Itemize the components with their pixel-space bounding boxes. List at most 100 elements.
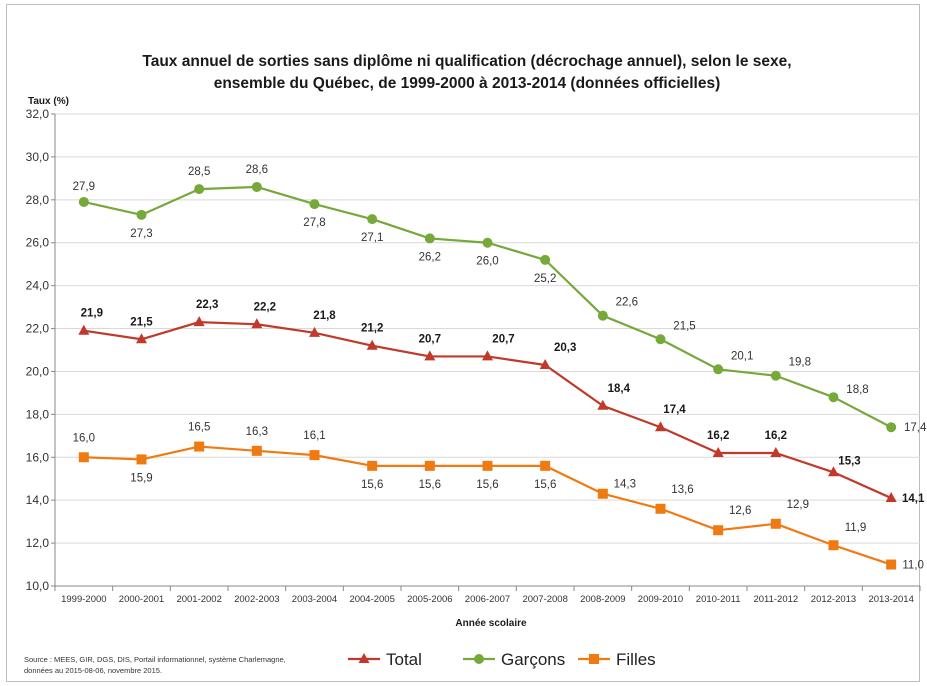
x-tick-label: 2011-2012: [753, 594, 798, 605]
y-tick-label: 16,0: [26, 450, 50, 464]
data-point-garons: [886, 422, 897, 433]
y-tick-label: 14,0: [26, 493, 50, 507]
data-label-filles: 12,6: [729, 505, 751, 517]
y-tick-label: 26,0: [26, 236, 50, 250]
x-tick-label: 1999-2000: [61, 594, 106, 605]
data-point-total: [309, 326, 320, 337]
data-label-total: 17,4: [663, 404, 686, 416]
data-point-total: [193, 316, 205, 327]
data-label-garons: 27,3: [130, 228, 152, 240]
data-point-total: [539, 359, 551, 370]
data-point-total: [655, 421, 666, 432]
data-label-garons: 27,8: [303, 217, 325, 229]
data-point-total: [885, 492, 897, 503]
data-point-filles: [886, 559, 897, 570]
data-point-filles: [367, 460, 378, 471]
data-label-total: 20,3: [554, 342, 576, 354]
data-label-filles: 15,9: [130, 472, 152, 484]
data-label-filles: 15,6: [476, 479, 498, 491]
data-point-total: [712, 446, 724, 457]
data-label-filles: 16,5: [188, 422, 210, 434]
x-axis-label: Année scolaire: [455, 618, 527, 629]
data-point-garons: [597, 310, 608, 321]
data-label-total: 21,5: [130, 316, 153, 328]
data-label-total: 16,2: [707, 430, 729, 442]
data-label-garons: 25,2: [534, 273, 556, 285]
data-point-garons: [194, 184, 205, 195]
data-point-garons: [770, 370, 781, 381]
data-point-filles: [597, 488, 608, 499]
x-tick-label: 2012-2013: [811, 594, 856, 605]
data-point-filles: [136, 454, 147, 465]
data-label-total: 14,1: [902, 493, 925, 505]
data-label-filles: 15,6: [534, 479, 556, 491]
chart-frame: [6, 4, 920, 682]
data-point-garons: [367, 214, 378, 225]
y-axis-label: Taux (%): [28, 96, 69, 107]
source-line1: Source : MEES, GIR, DGS, DIS, Portail in…: [24, 655, 286, 664]
data-label-garons: 19,8: [789, 357, 811, 369]
data-point-garons: [828, 392, 839, 403]
data-labels: 21,9 21,5 22,3 22,2 21,8 21,2 20,7 20,7 20,3 18,4…: [73, 164, 927, 572]
data-label-filles: 16,0: [73, 432, 95, 444]
legend-marker-total: [358, 653, 370, 663]
legend-label-garons: Garçons: [501, 650, 565, 669]
data-point-garons: [424, 233, 435, 244]
data-label-total: 15,3: [838, 455, 860, 467]
y-tick-label: 10,0: [26, 579, 50, 593]
data-point-total: [597, 399, 609, 410]
data-label-garons: 17,4: [904, 422, 927, 434]
data-label-total: 22,3: [196, 299, 218, 311]
data-label-total: 16,2: [765, 430, 787, 442]
data-point-filles: [540, 460, 551, 471]
data-label-garons: 21,5: [673, 320, 695, 332]
data-point-filles: [713, 525, 724, 536]
data-label-garons: 28,6: [246, 164, 268, 176]
x-tick-label: 2003-2004: [292, 594, 337, 605]
data-label-garons: 22,6: [616, 297, 638, 309]
legend-label-total: Total: [386, 650, 422, 669]
legend: Total Garçons Filles: [348, 650, 656, 669]
legend-marker-filles: [589, 654, 599, 664]
y-tick-label: 22,0: [26, 322, 50, 336]
legend-label-filles: Filles: [616, 650, 656, 669]
data-label-filles: 16,3: [246, 426, 268, 438]
data-point-total: [251, 318, 263, 329]
data-point-filles: [424, 460, 435, 471]
y-tick-label: 18,0: [26, 407, 50, 421]
y-tick-label: 32,0: [26, 107, 50, 121]
data-point-garons: [309, 199, 320, 210]
data-point-filles: [770, 518, 781, 529]
data-point-total: [424, 350, 436, 361]
data-point-garons: [78, 196, 89, 207]
data-label-total: 21,9: [81, 308, 103, 320]
data-point-filles: [194, 441, 205, 452]
data-point-filles: [251, 445, 262, 456]
x-tick-label: 2002-2003: [234, 594, 279, 605]
x-tick-label: 2010-2011: [696, 594, 741, 605]
data-label-garons: 20,1: [731, 350, 753, 362]
x-tick-label: 2009-2010: [638, 594, 683, 605]
data-label-garons: 27,1: [361, 232, 383, 244]
y-tick-label: 28,0: [26, 193, 50, 207]
data-label-filles: 12,9: [787, 499, 809, 511]
axes: 10,0 12,0 14,0 16,0 18,0 20,0 22,0 24,0 26,0 28,0…: [26, 107, 921, 605]
data-label-garons: 26,0: [476, 256, 498, 268]
data-point-filles: [482, 460, 493, 471]
y-tick-label: 24,0: [26, 279, 50, 293]
data-point-filles: [78, 452, 89, 463]
data-point-garons: [655, 334, 666, 345]
data-label-total: 18,4: [608, 383, 631, 395]
data-point-filles: [828, 540, 839, 551]
data-point-total: [366, 339, 378, 350]
chart-title-line2: ensemble du Québec, de 1999-2000 à 2013-…: [214, 75, 721, 92]
x-tick-label: 2008-2009: [580, 594, 625, 605]
data-label-total: 20,7: [492, 333, 514, 345]
y-tick-label: 12,0: [26, 536, 50, 550]
data-point-total: [482, 350, 493, 361]
chart-title-line1: Taux annuel de sorties sans diplôme ni q…: [142, 53, 791, 70]
data-label-total: 22,2: [254, 301, 276, 313]
x-tick-label: 2007-2008: [522, 594, 567, 605]
data-label-total: 21,8: [313, 310, 336, 322]
x-tick-label: 2001-2002: [176, 594, 221, 605]
